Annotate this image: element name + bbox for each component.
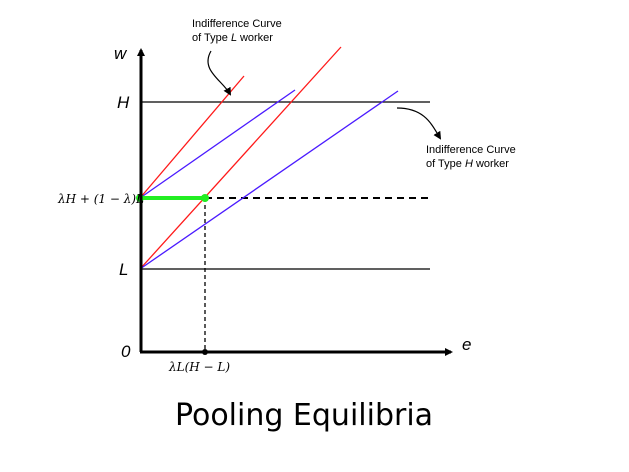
type-L-annotation-line2: of Type L worker (192, 32, 273, 44)
type-H-indifference-curve-lower (139, 90, 399, 270)
type-L-annotation-arrow (207, 50, 231, 96)
x-tick-pooling-education: λL(H − L) (168, 360, 230, 374)
x-axis-tick-dot (202, 349, 208, 355)
y-tick-pooling-wage: λH + (1 − λ)L (57, 192, 144, 206)
type-L-indifference-curve-lower (139, 46, 342, 270)
x-axis-label: e (462, 335, 471, 354)
y-tick-H: H (117, 93, 130, 112)
type-L-annotation-tail: worker (239, 32, 273, 44)
pooling-point-right (201, 194, 209, 202)
y-axis-label: w (114, 44, 128, 63)
type-L-annotation-var: L (231, 32, 240, 44)
type-L-annotation-line1: Indifference Curve (192, 18, 282, 30)
origin-label: 0 (121, 342, 131, 361)
type-H-annotation-arrow (396, 107, 442, 140)
diagram-title: Pooling Equilibria (175, 398, 433, 433)
y-tick-L: L (119, 260, 128, 279)
type-H-annotation-tail: worker (475, 158, 509, 170)
type-H-annotation-prefix: of Type (426, 158, 462, 170)
type-H-annotation-line1: Indifference Curve (426, 144, 516, 156)
type-H-annotation-var: H (465, 158, 476, 170)
type-H-annotation-line2: of Type H worker (426, 158, 509, 170)
type-L-indifference-curve-upper (139, 75, 245, 199)
type-H-indifference-curve-upper (139, 89, 296, 199)
type-L-annotation-prefix: of Type (192, 32, 228, 44)
